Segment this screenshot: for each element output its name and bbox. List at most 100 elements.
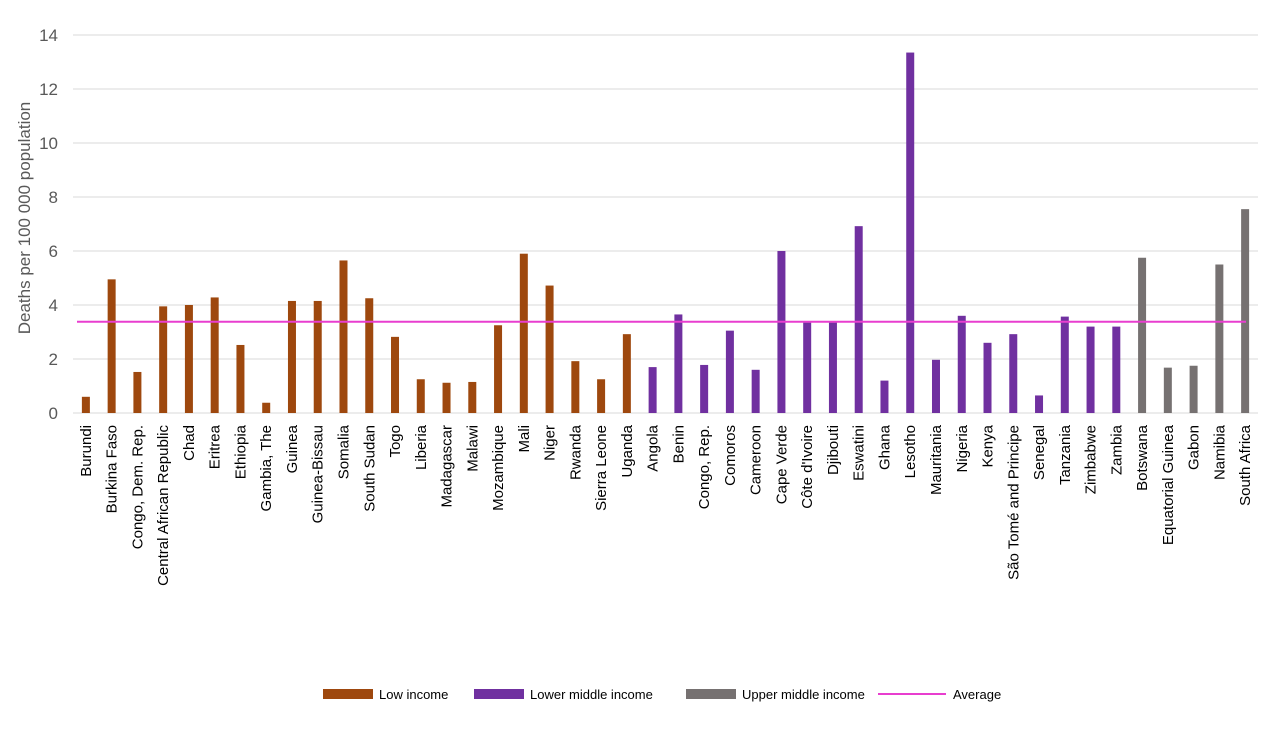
bar [107,279,116,413]
category-label: Niger [542,425,559,461]
y-axis-title: Deaths per 100 000 population [15,102,34,335]
bar [262,402,271,413]
category-label: Congo, Rep. [696,425,713,509]
category-label: Gabon [1186,425,1203,470]
legend-label: Lower middle income [530,687,653,702]
bar [700,364,709,413]
y-tick-label: 14 [39,26,58,45]
category-label: São Tomé and Principe [1005,425,1022,580]
bar [751,369,760,413]
category-label: Uganda [619,424,636,477]
bar [1086,326,1095,413]
legend: Low income Lower middle income Upper middl… [323,687,1001,702]
category-label: Ethiopia [232,424,249,479]
bars [81,52,1250,414]
y-tick-label: 12 [39,80,58,99]
category-label: Madagascar [439,425,456,508]
category-label: Botswana [1134,424,1151,491]
category-label: Ghana [876,424,893,470]
bar [1163,367,1172,413]
bar [906,52,915,414]
category-label: Cape Verde [773,425,790,504]
bar [1215,264,1224,413]
category-label: Benin [670,425,687,463]
category-label: Lesotho [902,425,919,478]
legend-swatch [323,689,373,699]
category-label: Tanzania [1057,424,1074,485]
bar [957,315,966,413]
bar [880,380,889,413]
category-label: Burundi [78,425,95,477]
bar [133,371,142,413]
bar [828,322,837,413]
bar [1035,395,1044,413]
bar [339,260,348,413]
category-label: Somalia [335,424,352,479]
bar [468,381,477,413]
category-label: Mauritania [928,424,945,495]
category-label: Togo [387,425,404,458]
y-tick-label: 8 [49,188,58,207]
category-label: Côte d'Ivoire [799,425,816,509]
bar [442,382,451,413]
bar [1189,365,1198,413]
bar [1112,326,1121,413]
bar [313,300,322,413]
category-label: Central African Republic [155,425,172,586]
bar [365,298,374,413]
category-label: Malawi [464,425,481,472]
y-tick-labels: 0 2 4 6 8 10 12 14 [39,26,58,423]
category-label: Namibia [1211,424,1228,480]
category-label: Zambia [1108,424,1125,475]
bar [803,322,812,413]
category-label: Liberia [413,424,430,470]
bar [931,359,940,413]
bar [494,325,503,413]
y-tick-label: 10 [39,134,58,153]
category-label: Guinea [284,424,301,473]
category-label: Angola [645,424,662,471]
category-labels: Burundi Burkina Faso Congo, Dem. Rep. Centr… [78,424,1254,586]
category-label: South Africa [1237,424,1254,506]
category-label: Guinea-Bissau [310,425,327,523]
y-tick-label: 2 [49,350,58,369]
legend-label: Average [953,687,1001,702]
bar [854,226,863,413]
category-label: Cameroon [748,425,765,495]
category-label: Eswatini [851,425,868,481]
bar [416,379,425,413]
category-label: Congo, Dem. Rep. [129,425,146,549]
legend-swatch [474,689,524,699]
category-label: Equatorial Guinea [1160,424,1177,545]
bar [622,334,631,413]
category-label: Rwanda [567,424,584,480]
bar [725,330,734,413]
bar [519,253,528,413]
y-tick-label: 6 [49,242,58,261]
category-label: Senegal [1031,425,1048,480]
bar [983,342,992,413]
gridlines [73,34,1258,414]
category-label: Comoros [722,425,739,486]
y-tick-label: 0 [49,404,58,423]
y-tick-label: 4 [49,296,58,315]
legend-label: Upper middle income [742,687,865,702]
bar [777,251,786,413]
bar [1060,316,1069,413]
bar [1009,334,1018,413]
bar [391,336,400,413]
legend-swatch [686,689,736,699]
bar [236,344,245,413]
category-label: Eritrea [207,424,224,469]
category-label: South Sudan [361,425,378,512]
bar [674,314,683,413]
bar [287,300,296,413]
category-label: Mozambique [490,425,507,511]
category-label: Gambia, The [258,425,275,511]
category-label: Burkina Faso [104,425,121,513]
category-label: Kenya [980,424,997,467]
bar [648,367,657,413]
category-label: Zimbabwe [1083,425,1100,494]
